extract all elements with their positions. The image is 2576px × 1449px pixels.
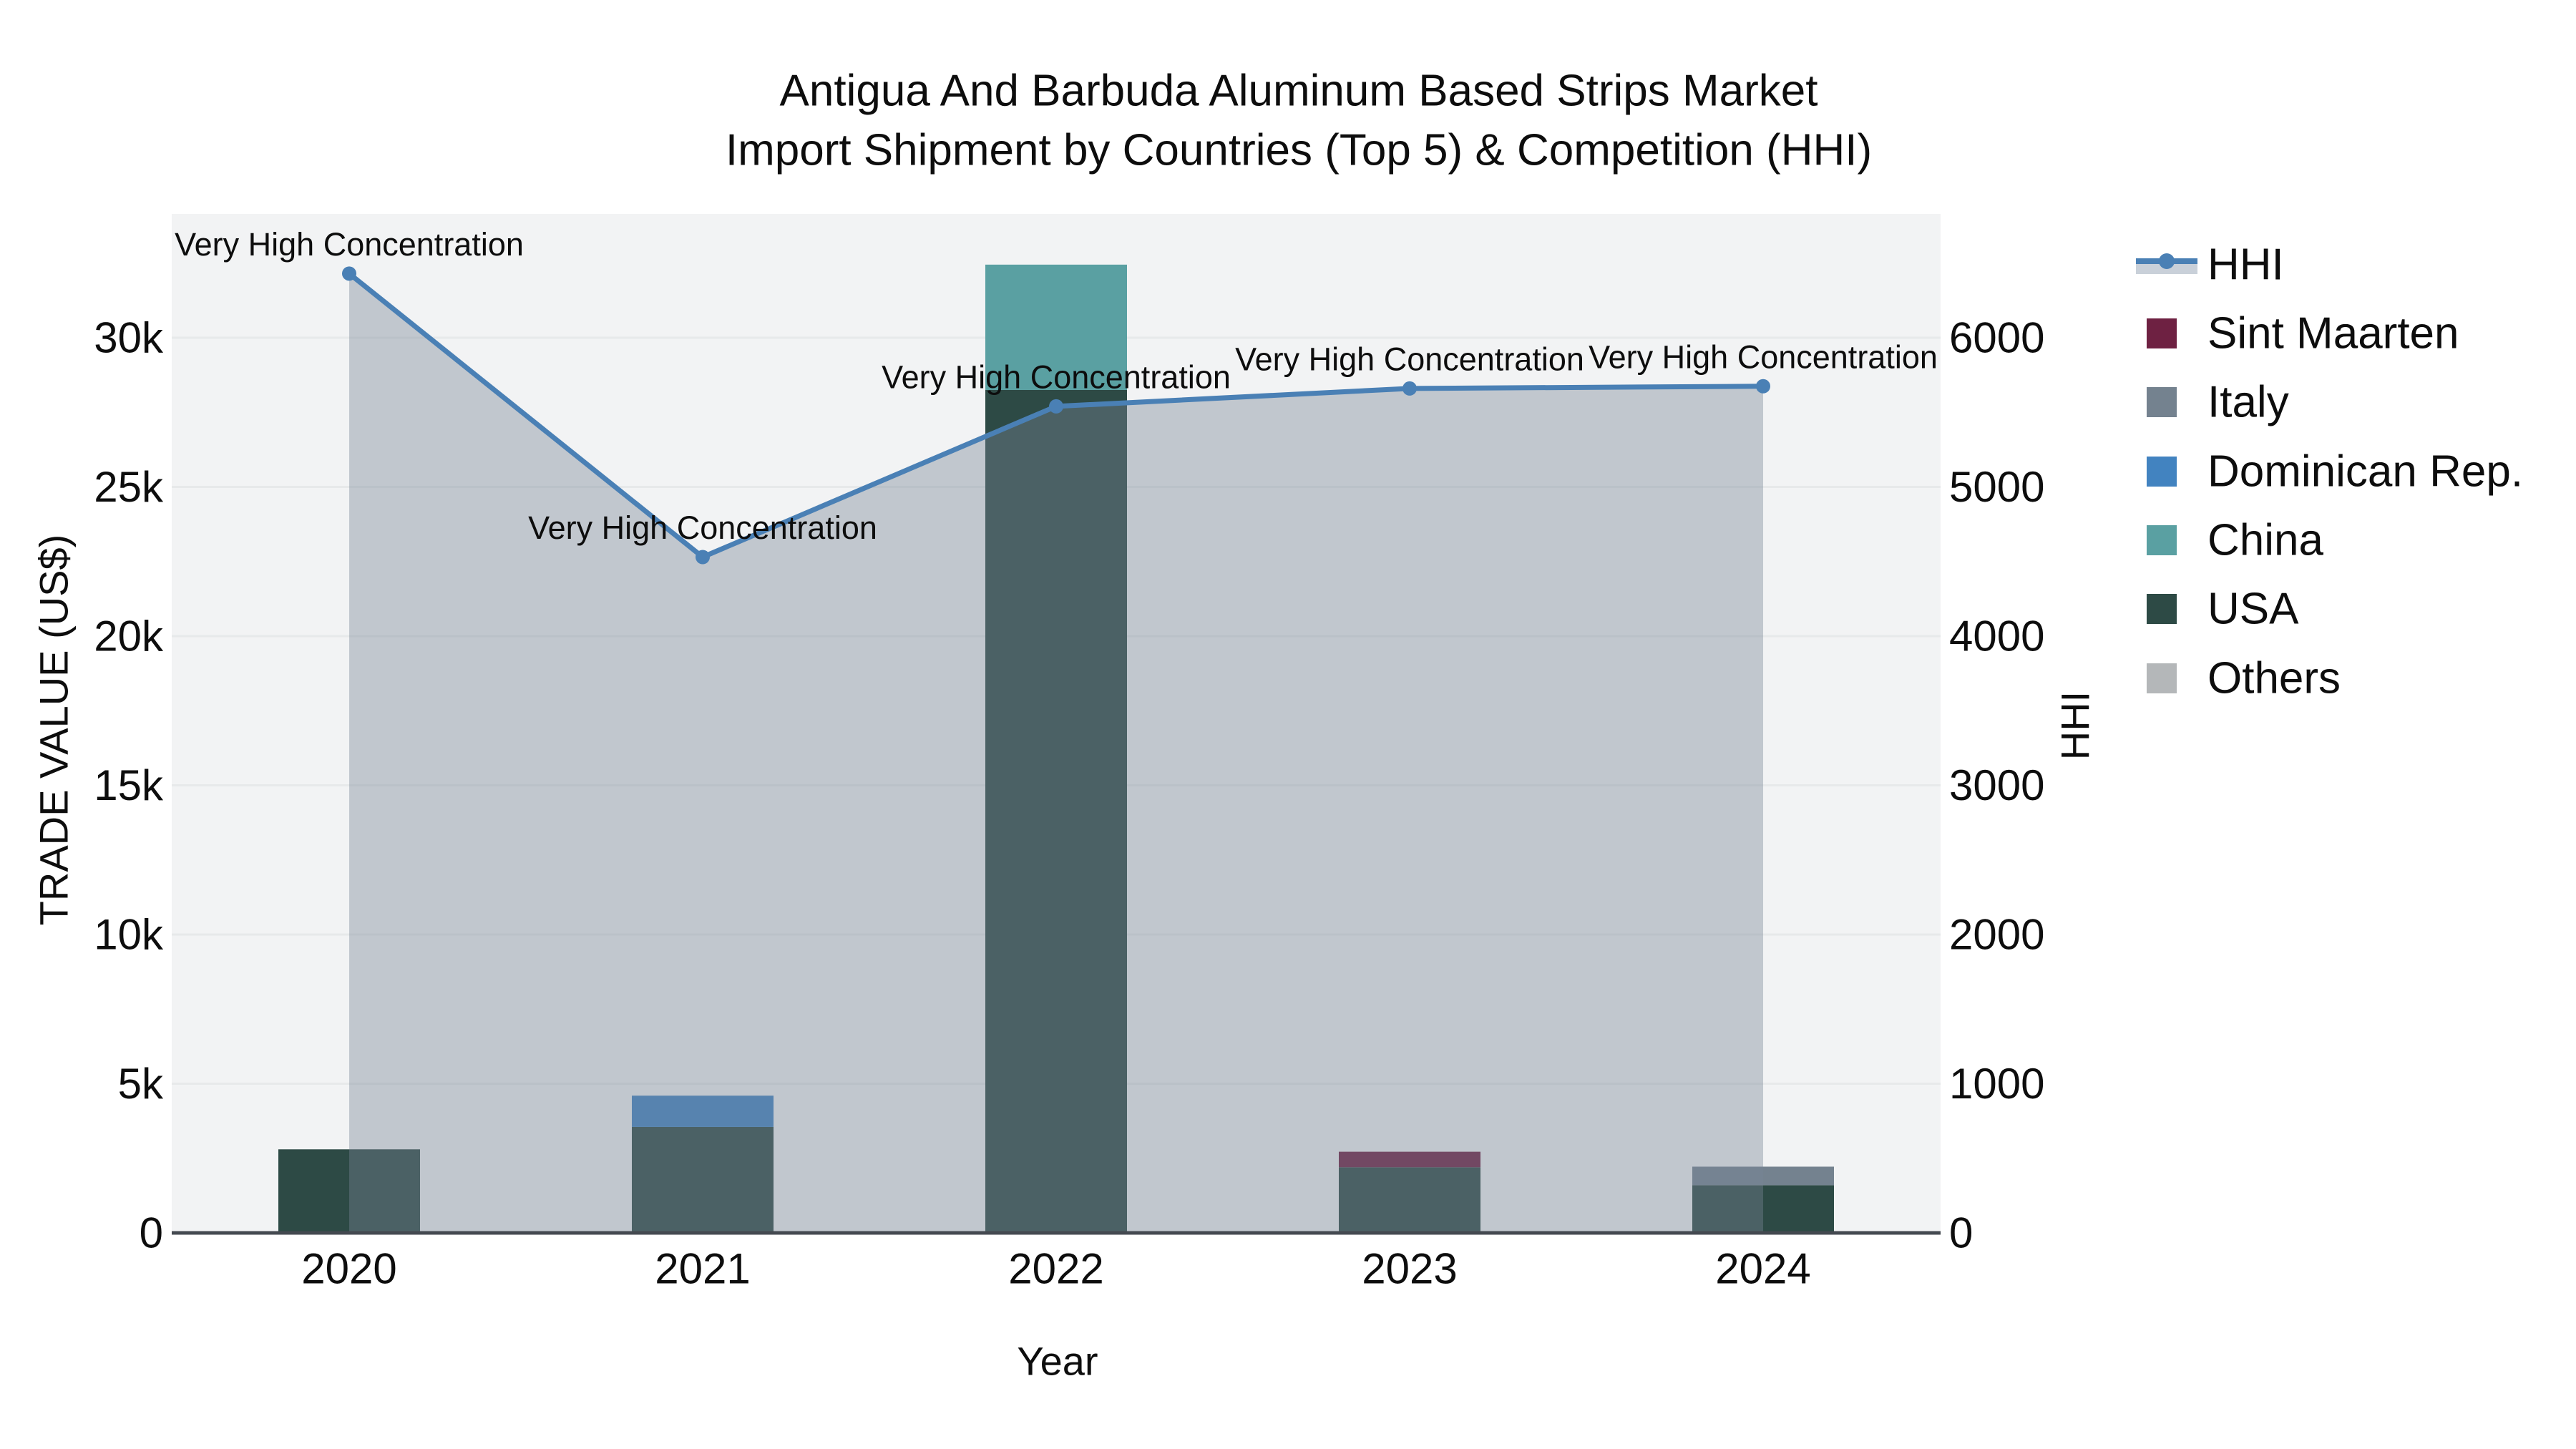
legend-swatch bbox=[2147, 525, 2177, 555]
chart-title-line-1: Antigua And Barbuda Aluminum Based Strip… bbox=[780, 67, 1818, 116]
left-axis-tick-label: 15k bbox=[94, 761, 164, 809]
legend-hhi-marker bbox=[2159, 253, 2175, 269]
bar-series bbox=[278, 264, 1834, 1233]
hhi-area-fill bbox=[349, 273, 1763, 1234]
hhi-markers bbox=[342, 266, 1770, 565]
bar-segment-dominican-rep--2021 bbox=[632, 1096, 774, 1127]
legend-item-hhi[interactable]: HHI bbox=[2136, 240, 2284, 290]
legend-label: USA bbox=[2207, 585, 2299, 634]
x-axis-tick-labels: 2020 2021 2022 2023 2024 bbox=[301, 1245, 1810, 1293]
x-axis-title: Year bbox=[1017, 1339, 1098, 1384]
left-axis-tick-label: 30k bbox=[94, 314, 164, 362]
legend-swatch bbox=[2147, 457, 2177, 487]
left-axis-tick-labels: 0 5k 10k 15k 20k 25k 30k bbox=[94, 314, 164, 1257]
legend-item-others[interactable]: Others bbox=[2147, 654, 2341, 703]
x-axis-tick-label: 2024 bbox=[1715, 1245, 1810, 1293]
bar-segment-china-2022 bbox=[985, 264, 1127, 390]
bar-segment-usa-2024 bbox=[1692, 1185, 1834, 1233]
legend-swatch bbox=[2147, 318, 2177, 348]
right-axis-tick-label: 1000 bbox=[1949, 1060, 2044, 1108]
right-axis-title: HHI bbox=[2053, 691, 2098, 760]
annotation-label-2023: Very High Concentration bbox=[1235, 341, 1584, 377]
right-axis-tick-label: 4000 bbox=[1949, 613, 2044, 660]
left-axis-title: TRADE VALUE (US$) bbox=[31, 535, 77, 926]
chart-title-line-2: Import Shipment by Countries (Top 5) & C… bbox=[726, 126, 1872, 175]
bar-segment-sint-maarten-2023 bbox=[1339, 1151, 1480, 1168]
right-axis-tick-label: 0 bbox=[1949, 1209, 1973, 1257]
hhi-marker-2021 bbox=[696, 550, 710, 565]
hhi-marker-2022 bbox=[1049, 399, 1063, 414]
right-axis-tick-label: 2000 bbox=[1949, 911, 2044, 959]
left-axis-tick-label: 25k bbox=[94, 463, 164, 511]
legend-label: China bbox=[2207, 516, 2324, 565]
legend-label: Sint Maarten bbox=[2207, 309, 2459, 358]
legend-item-china[interactable]: China bbox=[2147, 516, 2324, 565]
annotation-label-2022: Very High Concentration bbox=[882, 358, 1231, 395]
bar-segment-usa-2021 bbox=[632, 1126, 774, 1233]
x-axis-tick-label: 2021 bbox=[655, 1245, 750, 1293]
annotation-label-2021: Very High Concentration bbox=[528, 509, 877, 546]
legend-swatch bbox=[2147, 663, 2177, 693]
x-axis-tick-label: 2022 bbox=[1008, 1245, 1103, 1293]
bar-segment-usa-2023 bbox=[1339, 1167, 1480, 1233]
legend-item-italy[interactable]: Italy bbox=[2147, 378, 2289, 427]
x-axis-tick-label: 2023 bbox=[1362, 1245, 1457, 1293]
legend-label: Others bbox=[2207, 654, 2341, 703]
right-axis-tick-label: 3000 bbox=[1949, 761, 2044, 809]
annotation-label-2020: Very High Concentration bbox=[175, 226, 524, 263]
hhi-marker-2020 bbox=[342, 266, 356, 281]
left-axis-tick-label: 5k bbox=[118, 1060, 164, 1108]
x-axis-tick-label: 2020 bbox=[301, 1245, 396, 1293]
legend-label: HHI bbox=[2207, 240, 2284, 290]
hhi-marker-2024 bbox=[1756, 379, 1770, 394]
left-axis-tick-label: 20k bbox=[94, 613, 164, 660]
left-axis-tick-label: 0 bbox=[140, 1209, 163, 1257]
bar-segment-usa-2020 bbox=[278, 1149, 420, 1233]
hhi-marker-2023 bbox=[1402, 381, 1417, 396]
legend-swatch bbox=[2147, 387, 2177, 417]
right-axis-tick-label: 6000 bbox=[1949, 314, 2044, 362]
left-axis-tick-label: 10k bbox=[94, 911, 164, 959]
right-axis-tick-labels: 0 1000 2000 3000 4000 5000 6000 bbox=[1949, 314, 2044, 1257]
legend-item-usa[interactable]: USA bbox=[2147, 585, 2299, 634]
legend-label: Dominican Rep. bbox=[2207, 447, 2523, 497]
annotation-label-2024: Very High Concentration bbox=[1589, 338, 1938, 375]
legend-item-sint-maarten[interactable]: Sint Maarten bbox=[2147, 309, 2459, 358]
legend: HHI Sint Maarten Italy Dominican Rep. China U… bbox=[2136, 240, 2523, 703]
bar-segment-italy-2024 bbox=[1692, 1166, 1834, 1186]
legend-item-dominican-rep-[interactable]: Dominican Rep. bbox=[2147, 447, 2523, 497]
right-axis-tick-label: 5000 bbox=[1949, 463, 2044, 511]
bar-segment-usa-2022 bbox=[985, 389, 1127, 1233]
legend-swatch bbox=[2147, 594, 2177, 624]
legend-label: Italy bbox=[2207, 378, 2289, 427]
